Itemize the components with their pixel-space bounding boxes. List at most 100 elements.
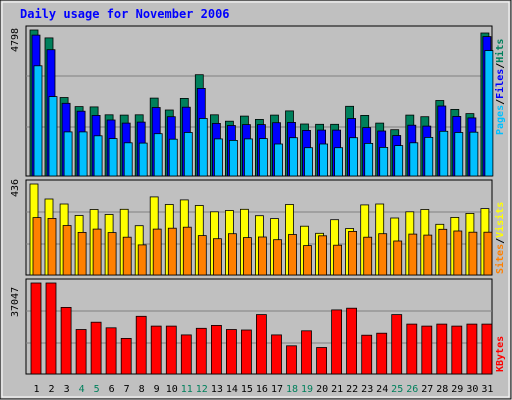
bar-pages-day-7 (123, 142, 133, 177)
y-max-labels: 4798 436 37047 (10, 28, 21, 317)
bar-kbytes-day-12 (195, 327, 207, 375)
x-tick-day-30: 30 (466, 384, 478, 395)
x-tick-day-25: 25 (391, 384, 403, 395)
bar-pages-day-11 (183, 132, 193, 177)
bar-kbytes-day-31 (481, 323, 493, 375)
x-tick-day-22: 22 (346, 384, 358, 395)
bar-sites-day-27 (423, 234, 433, 276)
x-tick-day-6: 6 (109, 384, 115, 395)
bar-pages-day-5 (93, 135, 103, 177)
x-tick-day-24: 24 (376, 384, 388, 395)
bar-kbytes-day-27 (421, 325, 433, 375)
bar-kbytes-day-30 (466, 323, 478, 375)
bar-sites-day-21 (333, 244, 343, 276)
bar-sites-day-13 (212, 238, 222, 276)
x-tick-day-21: 21 (331, 384, 343, 395)
bar-kbytes-day-18 (286, 345, 297, 375)
bar-pages-day-10 (168, 138, 178, 177)
bar-kbytes-day-14 (225, 329, 237, 375)
bar-kbytes-day-28 (436, 323, 448, 375)
bar-pages-day-18 (289, 137, 298, 177)
bar-kbytes-day-13 (210, 324, 222, 375)
bar-pages-day-22 (349, 137, 359, 177)
bar-sites-day-15 (242, 237, 252, 276)
legend-pages: Pages (495, 105, 506, 135)
x-tick-day-2: 2 (48, 384, 54, 395)
bar-pages-day-20 (319, 143, 329, 177)
bar-kbytes-day-25 (391, 314, 403, 375)
bar-pages-day-25 (394, 145, 404, 177)
x-tick-day-23: 23 (361, 384, 373, 395)
hits-files-pages-panel (25, 25, 494, 177)
chart-title: Daily usage for November 2006 (20, 7, 230, 21)
legend-separator: / (495, 238, 506, 244)
bar-pages-day-19 (304, 147, 313, 177)
bar-pages-day-26 (409, 142, 419, 177)
bar-kbytes-day-9 (150, 325, 162, 375)
bar-pages-day-24 (379, 146, 389, 177)
bar-kbytes-day-1 (30, 282, 42, 375)
bar-pages-day-21 (334, 147, 344, 177)
legend-visits: Visits (494, 202, 506, 238)
bar-sites-day-1 (32, 217, 42, 276)
visits-sites-panel (25, 179, 493, 276)
bar-sites-day-7 (122, 236, 132, 276)
bar-pages-day-4 (78, 131, 88, 177)
bar-sites-day-4 (77, 231, 87, 276)
bar-sites-day-30 (468, 231, 478, 276)
bar-pages-day-6 (108, 138, 118, 177)
bar-kbytes-day-21 (331, 309, 343, 375)
legend-kbytes: KBytes (495, 336, 506, 372)
bar-kbytes-day-26 (406, 323, 418, 375)
bar-sites-day-2 (47, 217, 57, 276)
bar-sites-day-18 (288, 234, 297, 276)
x-tick-day-7: 7 (124, 384, 130, 395)
bar-sites-day-3 (62, 225, 72, 276)
bar-kbytes-day-2 (45, 282, 57, 375)
bar-kbytes-day-22 (346, 307, 358, 375)
bar-pages-day-30 (469, 131, 479, 177)
bar-sites-day-6 (107, 232, 117, 276)
side-legend-0: Pages/Files/Hits (494, 39, 506, 135)
x-tick-day-8: 8 (139, 384, 145, 395)
bar-sites-day-5 (92, 228, 102, 276)
bar-pages-day-15 (243, 138, 253, 177)
x-tick-day-31: 31 (481, 384, 493, 395)
bar-kbytes-day-7 (120, 337, 132, 375)
side-legend-2: KBytes (495, 336, 506, 372)
bar-pages-day-17 (274, 143, 283, 177)
x-tick-day-17: 17 (271, 384, 283, 395)
bar-sites-day-10 (167, 227, 177, 276)
bar-sites-day-12 (197, 235, 207, 276)
x-axis-day-labels: 1 2 3 4 5 6 7 8 9 10 11 12 13 14 15 16 17 18 19 20 21 22 23 24 2… (33, 384, 493, 395)
bar-kbytes-day-5 (90, 321, 102, 375)
bar-pages-day-9 (153, 133, 163, 177)
bar-sites-day-17 (273, 239, 282, 276)
x-tick-day-13: 13 (211, 384, 223, 395)
x-tick-day-3: 3 (64, 384, 70, 395)
bar-pages-day-2 (48, 96, 58, 177)
x-tick-day-27: 27 (421, 384, 433, 395)
bar-sites-day-9 (152, 228, 162, 276)
bar-pages-day-23 (364, 142, 374, 177)
bar-sites-day-20 (318, 235, 328, 276)
bar-kbytes-day-11 (180, 334, 192, 375)
bar-sites-day-22 (348, 230, 358, 276)
bar-kbytes-day-17 (271, 334, 282, 375)
bar-pages-day-28 (439, 130, 449, 177)
bar-sites-day-25 (393, 240, 403, 276)
bar-sites-day-31 (483, 231, 493, 276)
bar-kbytes-day-3 (60, 306, 72, 375)
bar-kbytes-day-15 (240, 329, 252, 375)
bar-pages-day-1 (33, 65, 43, 177)
x-tick-day-19: 19 (301, 384, 313, 395)
x-tick-day-12: 12 (196, 384, 208, 395)
y-max-label-usage: 4798 (10, 28, 21, 52)
bar-kbytes-day-4 (75, 329, 87, 375)
bar-sites-day-23 (363, 236, 373, 276)
x-tick-day-1: 1 (33, 384, 39, 395)
bar-sites-day-16 (257, 236, 267, 276)
bar-sites-day-11 (182, 226, 192, 276)
